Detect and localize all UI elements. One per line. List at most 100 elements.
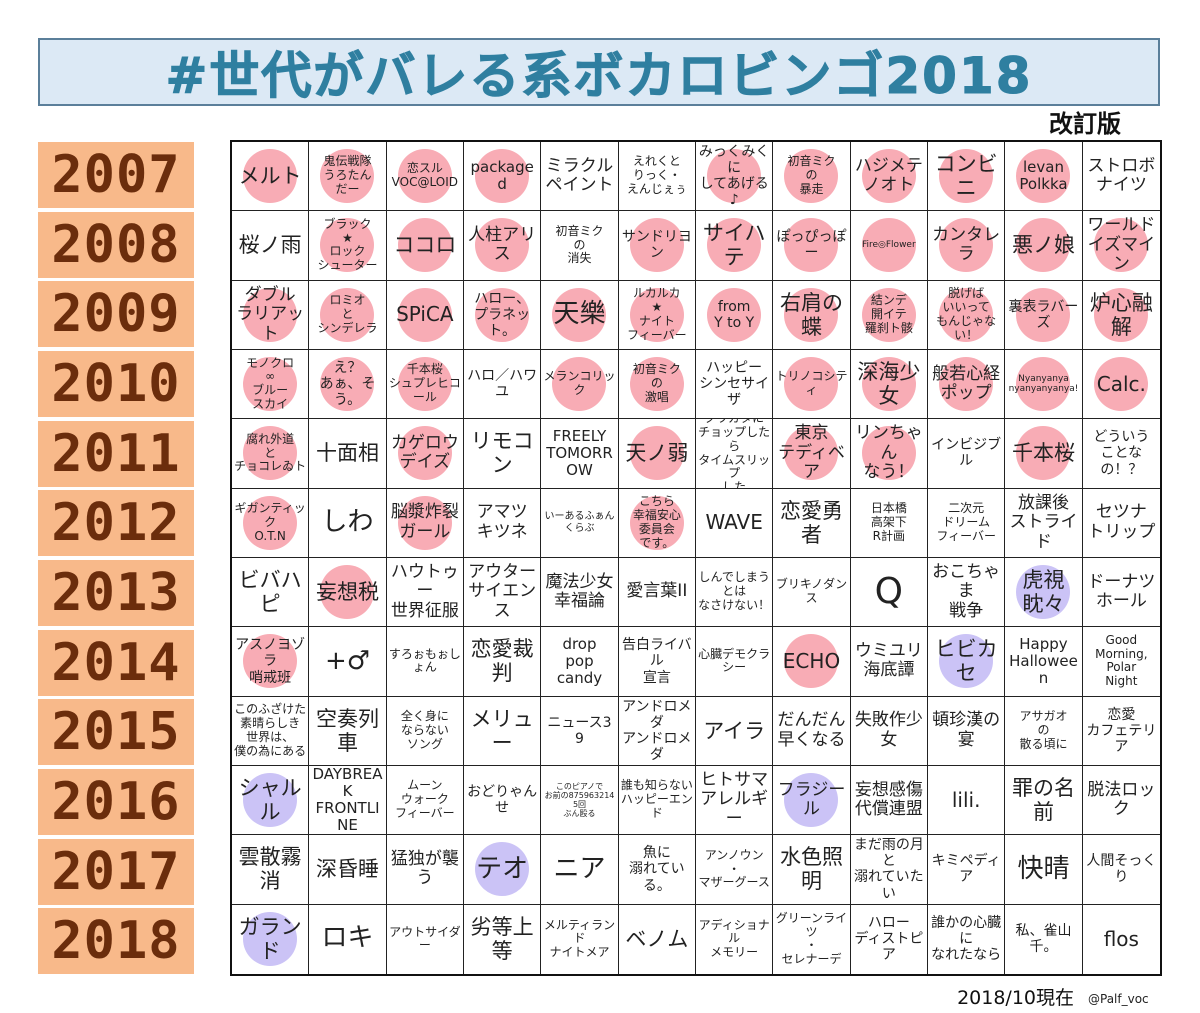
pink-circle-mark [784, 357, 839, 412]
pink-circle-mark [475, 287, 530, 342]
song-title: リンちゃん なう！ [854, 423, 923, 483]
pink-circle-mark [629, 218, 684, 273]
song-title: シャルル [238, 776, 302, 825]
bingo-cell: ムーン ウォーク フィーバー [386, 766, 464, 836]
song-title: ハッピー シンセサイザ [699, 360, 770, 409]
bingo-cell: モノクロ ∞ ブルー スカイ [232, 350, 310, 420]
song-title: ココロ [393, 233, 457, 258]
song-title: セツナ トリップ [1087, 502, 1156, 542]
bingo-cell: アンノウン ・ マザーグース [696, 835, 774, 905]
pink-circle-mark [320, 565, 375, 620]
bingo-cell: 天ノ弱 [618, 419, 696, 489]
song-title: ミラクル ペイント [545, 155, 614, 196]
bingo-cell: コンビニ [928, 142, 1006, 212]
footer-handle: @Palf_voc [1088, 992, 1149, 1006]
bingo-cell: シャルル [232, 766, 310, 836]
song-title: 私、雀山千。 [1015, 923, 1072, 956]
bingo-cell: しわ [309, 488, 387, 558]
pink-circle-mark [320, 218, 375, 273]
song-title: 裏表ラバーズ [1008, 298, 1079, 331]
pink-circle-mark [320, 357, 375, 412]
song-title: ロキ [321, 923, 374, 954]
bingo-cell: ロキ [309, 904, 387, 974]
pink-circle-mark [397, 149, 452, 204]
song-title: ハウトゥー 世界征服 [390, 561, 459, 621]
song-title: ムーン ウォーク フィーバー [395, 778, 455, 821]
pink-circle-mark [243, 426, 298, 481]
bingo-cell: ルカルカ ★ ナイト フィーバー [618, 280, 696, 350]
bingo-cell: 心臓デモクラシー [696, 627, 774, 697]
bingo-cell: 妄想感傷 代償連盟 [850, 766, 928, 836]
song-title: リモコン [470, 429, 534, 478]
bingo-cell: 天樂 [541, 280, 619, 350]
purple-circle-mark [475, 842, 530, 897]
bingo-cell: おこちゃま 戦争 [928, 558, 1006, 628]
bingo-cell: 快晴 [1005, 835, 1083, 905]
song-title: ハロ／ハワユ [467, 368, 538, 401]
song-title: Calc. [1096, 371, 1146, 396]
bingo-cell: どういう ことなの！？ [1082, 419, 1160, 489]
pink-circle-mark [552, 287, 607, 342]
bingo-cell: 初音ミク の 激唱 [618, 350, 696, 420]
bingo-cell: アウトサイダー [387, 904, 464, 974]
song-title: 妄想感傷 代償連盟 [854, 779, 923, 820]
pink-circle-mark [784, 287, 839, 342]
song-title: ヒトサマ アレルギー [700, 769, 769, 829]
song-title: 心臓デモクラシー [698, 646, 771, 675]
song-title: ブリキノダンス [775, 577, 848, 606]
song-title: packaged [470, 157, 534, 194]
song-title: ハロー ディストピア [854, 915, 924, 964]
footer-date: 2018/10現在 [957, 987, 1074, 1009]
bingo-cell: 千本桜 [1005, 419, 1083, 489]
song-title: サイハテ [702, 221, 766, 270]
pink-circle-mark [243, 495, 298, 550]
bingo-cell: 恋愛裁判 [464, 627, 542, 697]
bingo-cell: DAYBREAK FRONTLINE [309, 766, 387, 836]
bingo-cell: ハッピー シンセサイザ [696, 350, 774, 420]
bingo-cell: メランコリック [541, 350, 619, 420]
bingo-cell: ECHO [773, 627, 851, 697]
song-title: 恋愛裁判 [470, 637, 534, 686]
bingo-cell: 恋スル VOC@LOID [386, 142, 464, 212]
song-title: ギガンティック O.T.N [234, 501, 306, 543]
song-title: ウミユリ 海底譚 [854, 640, 923, 681]
song-title: 放課後 ストライド [1009, 492, 1078, 552]
bingo-cell: ロミオ と シンデレラ [309, 280, 387, 350]
bingo-cell: アマツ キツネ [464, 488, 542, 558]
song-title: ドーナツ ホール [1087, 571, 1156, 612]
song-title: このふざけた 素晴らしき 世界は、 僕の為にある [234, 702, 307, 758]
bingo-cell: 般若心経 ポップ [928, 350, 1006, 420]
bingo-cell: サンドリヨン [618, 211, 696, 281]
pink-circle-mark [475, 218, 530, 273]
pink-circle-mark [784, 634, 839, 689]
song-title: 天樂 [553, 298, 606, 329]
song-title: 人間そっくり [1086, 853, 1157, 886]
bingo-cell: 全く身に ならない ソング [386, 696, 464, 766]
title-banner: #世代がバレる系ボカロビンゴ2018 [38, 38, 1160, 106]
song-title: 妄想税 [315, 580, 379, 605]
bingo-cell: 失敗作少女 [850, 696, 928, 766]
bingo-cell: アンドロメダ アンドロメダ [618, 696, 696, 766]
bingo-cell: +♂ [309, 627, 387, 697]
bingo-cell: 罪の名前 [1005, 766, 1083, 836]
bingo-cell: アスノヨゾラ 哨戒班 [232, 627, 310, 697]
pink-circle-mark [939, 218, 994, 273]
pink-circle-mark [629, 287, 684, 342]
bingo-cell: だんだん 早くなる [773, 696, 851, 766]
song-title: ECHO [782, 648, 841, 673]
bingo-cell: いーあるふぁんくらぶ [541, 488, 619, 558]
song-title: 恋愛勇者 [779, 498, 843, 547]
bingo-cell: ドーナツ ホール [1082, 558, 1160, 628]
bingo-cell: まだ雨の月と 溺れていたい [850, 835, 928, 905]
bingo-cell: 劣等上等 [464, 904, 542, 974]
bingo-cell: このふざけた 素晴らしき 世界は、 僕の為にある [232, 696, 310, 766]
bingo-cell: ダブル ラリアット [232, 280, 310, 350]
pink-circle-mark [1016, 287, 1071, 342]
pink-circle-mark [707, 287, 762, 342]
bingo-cell: みっくみくに してあげる♪ [696, 142, 774, 212]
song-title: 千本桜 シュプレヒコール [388, 362, 461, 405]
song-title: アンドロメダ アンドロメダ [622, 698, 692, 763]
bingo-cell: lili. [928, 766, 1006, 836]
bingo-cell: 桜ノ雨 [232, 211, 310, 281]
year-label: 2015 [38, 699, 194, 766]
